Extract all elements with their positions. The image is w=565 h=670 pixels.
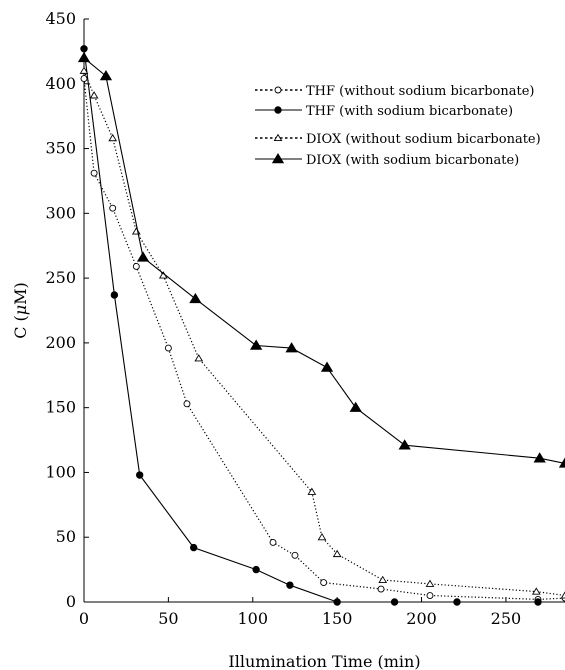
y-axis-title-suffix: M) xyxy=(11,282,30,305)
data-point xyxy=(111,292,117,298)
x-tick-label: 50 xyxy=(158,609,178,628)
data-point xyxy=(195,355,202,361)
data-point xyxy=(81,76,87,82)
legend-label: DIOX (without sodium bicarbonate) xyxy=(306,132,541,147)
data-point xyxy=(91,92,98,98)
y-tick-label: 100 xyxy=(45,462,76,481)
data-point xyxy=(427,593,433,599)
x-tick-label: 200 xyxy=(406,609,437,628)
data-point xyxy=(292,552,298,558)
data-point xyxy=(110,205,116,211)
legend-label: DIOX (with sodium bicarbonate) xyxy=(306,153,519,168)
data-point xyxy=(334,599,340,605)
y-tick-label: 150 xyxy=(45,398,76,417)
y-axis-title-mu: μ xyxy=(11,305,30,315)
data-point xyxy=(79,53,90,62)
y-tick-label: 450 xyxy=(45,9,76,28)
y-tick-label: 300 xyxy=(45,203,76,222)
data-point xyxy=(190,294,201,303)
data-point xyxy=(253,566,259,572)
data-point xyxy=(165,345,171,351)
data-point xyxy=(308,488,315,494)
legend-entry: DIOX (with sodium bicarbonate) xyxy=(255,153,519,168)
legend-entry: THF (with sodium bicarbonate) xyxy=(255,104,513,119)
data-point xyxy=(136,472,142,478)
legend-label: THF (with sodium bicarbonate) xyxy=(306,104,513,119)
data-point xyxy=(535,599,541,605)
data-point xyxy=(251,340,262,349)
legend-swatch-marker xyxy=(275,107,281,113)
data-point xyxy=(454,599,460,605)
y-tick-label: 350 xyxy=(45,139,76,158)
legend-label: THF (without sodium bicarbonate) xyxy=(306,84,534,99)
data-point xyxy=(561,592,565,598)
axes: 0 50 100 150 200 250 300 350 400 450 0 50 100 150 200 2… xyxy=(45,9,565,628)
x-tick-label: 100 xyxy=(237,609,268,628)
data-point xyxy=(350,403,361,412)
data-point xyxy=(391,599,397,605)
y-tick-label: 0 xyxy=(66,592,76,611)
y-tick-label: 50 xyxy=(56,527,76,546)
series-layer xyxy=(79,46,565,606)
data-point xyxy=(184,401,190,407)
x-tick-label: 0 xyxy=(79,609,89,628)
series-2 xyxy=(81,46,541,606)
x-tick-label: 250 xyxy=(491,609,522,628)
data-point xyxy=(287,582,293,588)
data-point xyxy=(133,228,140,234)
data-point xyxy=(81,46,87,52)
y-tick-label: 250 xyxy=(45,268,76,287)
data-point xyxy=(322,363,333,372)
data-point xyxy=(133,263,139,269)
y-tick-label: 200 xyxy=(45,333,76,352)
legend-swatch-marker xyxy=(275,87,281,93)
y-axis-title-prefix: C ( xyxy=(11,315,30,339)
data-point xyxy=(321,580,327,586)
data-point xyxy=(91,170,97,176)
legend-swatch-marker xyxy=(273,154,284,163)
x-tick-label: 150 xyxy=(322,609,353,628)
data-point xyxy=(109,135,116,141)
x-axis-title: Illumination Time (min) xyxy=(228,652,420,670)
legend-entry: DIOX (without sodium bicarbonate) xyxy=(255,132,541,147)
series-3 xyxy=(80,67,565,598)
y-axis-title: C (μM) xyxy=(11,282,30,339)
series-line xyxy=(84,71,565,596)
data-point xyxy=(191,544,197,550)
data-point xyxy=(379,577,386,583)
data-point xyxy=(138,252,149,261)
data-point xyxy=(318,534,325,540)
legend-entry: THF (without sodium bicarbonate) xyxy=(255,84,534,99)
data-point xyxy=(378,586,384,592)
data-point xyxy=(426,580,433,586)
y-tick-label: 400 xyxy=(45,74,76,93)
data-point xyxy=(399,440,410,449)
legend: THF (without sodium bicarbonate) THF (wit… xyxy=(255,84,541,168)
data-point xyxy=(270,539,276,545)
